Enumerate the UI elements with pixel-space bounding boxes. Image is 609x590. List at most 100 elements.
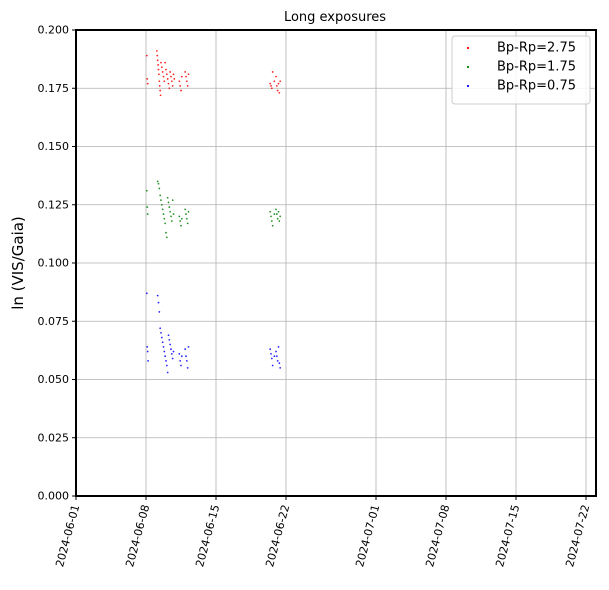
data-point	[172, 350, 175, 353]
data-point	[170, 348, 172, 351]
data-point	[179, 85, 182, 87]
data-point	[277, 210, 280, 213]
data-point	[179, 220, 182, 222]
data-point	[278, 92, 281, 94]
data-point	[147, 359, 149, 362]
data-point	[156, 54, 159, 57]
data-point	[168, 87, 171, 90]
data-point	[146, 350, 149, 353]
data-point	[187, 73, 190, 76]
data-point	[162, 345, 165, 348]
data-point	[270, 85, 272, 87]
data-point	[277, 82, 280, 85]
data-point	[160, 336, 163, 339]
legend-label: Bp-Rp=1.75	[497, 60, 576, 75]
y-tick-label: 0.000	[38, 490, 70, 503]
data-point	[278, 220, 281, 222]
x-tick-label: 2024-07-08	[423, 503, 452, 568]
data-point	[146, 82, 149, 85]
x-tick-label: 2024-07-15	[493, 503, 522, 568]
y-tick-label: 0.025	[38, 431, 70, 444]
data-point	[169, 71, 172, 73]
data-point	[278, 362, 281, 365]
data-point	[185, 359, 188, 362]
data-point	[168, 338, 171, 341]
data-point	[158, 85, 161, 87]
data-point	[273, 213, 276, 215]
data-point	[170, 75, 172, 78]
legend-marker	[466, 65, 470, 69]
data-points	[145, 50, 282, 374]
data-point	[145, 54, 148, 57]
data-point	[145, 189, 148, 192]
data-point	[166, 371, 169, 374]
data-point	[184, 71, 187, 73]
data-point	[164, 61, 167, 64]
legend-box	[451, 35, 591, 105]
data-point	[160, 332, 162, 334]
data-point	[271, 224, 274, 227]
data-point	[172, 213, 175, 215]
data-point	[279, 366, 282, 369]
data-point	[273, 355, 276, 358]
data-point	[171, 85, 174, 87]
x-tick-label: 2024-07-22	[563, 503, 592, 568]
y-tick-label: 0.050	[38, 373, 70, 386]
data-point	[165, 364, 168, 367]
data-point	[161, 208, 164, 211]
data-point	[161, 341, 164, 344]
data-point	[171, 199, 174, 201]
y-tick-label: 0.150	[38, 140, 70, 153]
data-point	[158, 187, 161, 190]
data-point	[165, 73, 168, 76]
x-tick-label: 2024-06-08	[123, 503, 152, 568]
data-point	[167, 201, 170, 204]
data-point	[160, 66, 163, 69]
data-point	[271, 71, 274, 73]
data-point	[275, 208, 277, 211]
data-point	[157, 182, 160, 185]
data-point	[180, 217, 183, 220]
data-point	[186, 366, 189, 369]
data-point	[187, 210, 190, 213]
data-point	[157, 64, 159, 66]
data-point	[270, 215, 272, 218]
data-point	[146, 78, 149, 80]
data-point	[163, 350, 166, 353]
data-point	[165, 236, 168, 239]
data-point	[185, 213, 187, 215]
data-point	[146, 213, 149, 215]
data-point	[156, 180, 159, 183]
data-point	[159, 94, 162, 97]
x-tick-label: 2024-06-22	[263, 503, 292, 568]
data-point	[277, 345, 280, 348]
data-point	[185, 80, 188, 83]
data-point	[275, 85, 278, 87]
y-tick-label: 0.200	[38, 24, 70, 37]
data-point	[270, 357, 273, 360]
data-point	[184, 348, 187, 351]
data-point	[163, 217, 166, 220]
data-point	[276, 89, 279, 92]
data-point	[173, 78, 176, 80]
y-axis-label: ln (VIS/Gaia)	[9, 216, 27, 310]
data-point	[270, 87, 273, 90]
series-2	[145, 180, 282, 239]
data-point	[156, 59, 159, 62]
data-point	[158, 311, 161, 313]
legend-marker	[466, 84, 470, 88]
data-point	[170, 215, 172, 218]
data-point	[159, 194, 162, 197]
data-point	[159, 89, 162, 92]
data-point	[279, 215, 282, 218]
chart-title: Long exposures	[284, 10, 386, 25]
data-point	[165, 68, 167, 71]
data-point	[179, 359, 182, 362]
data-point	[167, 334, 170, 337]
data-point	[178, 80, 181, 83]
data-point	[273, 80, 276, 83]
series-3	[145, 292, 282, 374]
data-point	[157, 301, 160, 304]
data-point	[178, 352, 181, 355]
data-point	[270, 220, 273, 222]
